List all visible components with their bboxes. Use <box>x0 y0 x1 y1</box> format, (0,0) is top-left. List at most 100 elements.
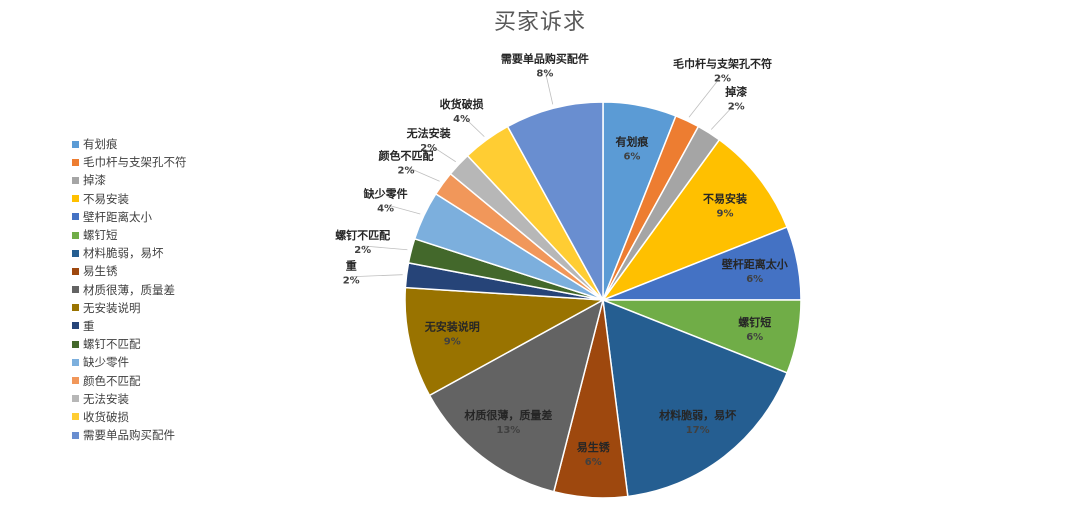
legend-label: 螺钉不匹配 <box>83 337 141 352</box>
slice-percent-label: 8% <box>536 69 553 80</box>
leader-line <box>688 74 723 118</box>
slice-percent-label: 17% <box>686 425 710 436</box>
legend-item: 重 <box>72 317 252 335</box>
legend-label: 无法安装 <box>83 391 129 406</box>
legend-item: 缺少零件 <box>72 353 252 371</box>
slice-label: 需要单品购买配件 <box>501 52 589 66</box>
legend-item: 材质很薄，质量差 <box>72 281 252 299</box>
slice-label: 无安装说明 <box>424 320 480 334</box>
legend-item: 无安装说明 <box>72 299 252 317</box>
legend-item: 需要单品购买配件 <box>72 426 252 444</box>
slice-label: 材料脆弱，易坏 <box>659 408 736 422</box>
slice-label: 易生锈 <box>577 440 611 454</box>
legend-item: 掉漆 <box>72 171 252 189</box>
slice-label: 缺少零件 <box>363 187 408 201</box>
slices-layer <box>404 101 802 499</box>
legend-item: 无法安装 <box>72 390 252 408</box>
chart-legend: 有划痕毛巾杆与支架孔不符 掉漆不易安装壁杆距离太小 螺钉短材料脆弱，易坏 易生锈材质很… <box>72 135 252 444</box>
legend-label: 不易安装 <box>83 191 129 206</box>
legend-label: 缺少零件 <box>83 355 129 370</box>
slice-percent-label: 4% <box>453 114 470 125</box>
leader-line <box>351 274 403 278</box>
slice-percent-label: 2% <box>343 276 360 287</box>
slice-label: 螺钉不匹配 <box>335 228 390 242</box>
leader-line <box>544 69 554 105</box>
legend-item: 毛巾杆与支架孔不符 <box>72 153 252 171</box>
leader-line <box>710 102 737 130</box>
legend-swatch <box>72 322 79 330</box>
slice-percent-label: 6% <box>585 457 602 468</box>
legend-swatch <box>72 413 79 421</box>
legend-swatch <box>72 395 79 403</box>
slice-percent-label: 2% <box>397 166 414 177</box>
legend-swatch <box>72 249 79 257</box>
slice-label: 重 <box>346 259 357 273</box>
legend-swatch <box>72 304 79 312</box>
slice-percent-label: 9% <box>717 208 734 219</box>
pie-slice <box>602 298 789 498</box>
leader-line <box>405 166 440 182</box>
legend-item: 不易安装 <box>72 190 252 208</box>
legend-label: 重 <box>83 318 95 333</box>
chart-title: 买家诉求 <box>493 10 586 35</box>
legend-item: 收货破损 <box>72 408 252 426</box>
slice-label: 材质很薄，质量差 <box>464 408 552 422</box>
legend-swatch <box>72 140 79 148</box>
legend-swatch <box>72 267 79 275</box>
slice-label: 掉漆 <box>725 85 747 99</box>
slice-label: 有划痕 <box>615 134 649 148</box>
legend-item: 易生锈 <box>72 262 252 280</box>
pie-slice <box>506 101 604 301</box>
legend-label: 有划痕 <box>83 137 118 152</box>
legend-item: 颜色不匹配 <box>72 371 252 389</box>
slice-label: 毛巾杆与支架孔不符 <box>673 57 772 71</box>
legend-swatch <box>72 358 79 366</box>
slice-percent-label: 13% <box>496 425 520 436</box>
slice-percent-label: 2% <box>420 143 437 154</box>
legend-label: 掉漆 <box>83 173 106 188</box>
legend-swatch <box>72 176 79 184</box>
slice-percent-label: 2% <box>354 245 371 256</box>
slice-label: 颜色不匹配 <box>378 149 433 163</box>
slice-percent-label: 2% <box>714 74 731 85</box>
leader-line <box>362 245 408 251</box>
legend-swatch <box>72 377 79 385</box>
legend-label: 螺钉短 <box>83 228 118 243</box>
leader-line <box>428 143 456 163</box>
legend-swatch <box>72 158 79 166</box>
leader-line <box>385 204 421 215</box>
slice-percent-label: 6% <box>746 274 763 285</box>
slice-label: 不易安装 <box>703 191 747 205</box>
legend-label: 材料脆弱，易坏 <box>83 246 164 261</box>
legend-label: 收货破损 <box>83 409 129 424</box>
legend-label: 壁杆距离太小 <box>83 209 152 224</box>
slice-label: 壁杆距离太小 <box>722 257 788 271</box>
legend-item: 壁杆距离太小 <box>72 208 252 226</box>
legend-swatch <box>72 340 79 348</box>
legend-label: 材质很薄，质量差 <box>83 282 175 297</box>
legend-swatch <box>72 431 79 439</box>
pie-slice <box>600 138 789 302</box>
slice-label: 无法安装 <box>406 126 451 140</box>
legend-label: 易生锈 <box>83 264 118 279</box>
slice-percent-label: 6% <box>623 151 640 162</box>
legend-item: 材料脆弱，易坏 <box>72 244 252 262</box>
legend-label: 需要单品购买配件 <box>83 428 175 443</box>
legend-swatch <box>72 195 79 203</box>
legend-label: 无安装说明 <box>83 300 141 315</box>
pie-slice <box>404 286 606 397</box>
slice-percent-label: 2% <box>728 102 745 113</box>
slice-label: 收货破损 <box>440 97 484 111</box>
labels-layer: 有划痕6%毛巾杆与支架孔不符2%掉漆2%不易安装9%壁杆距离太小6%螺钉短6%材… <box>335 52 788 468</box>
legend-item: 有划痕 <box>72 135 252 153</box>
slice-percent-label: 9% <box>444 337 461 348</box>
slice-label: 螺钉短 <box>738 315 771 329</box>
legend-label: 颜色不匹配 <box>83 373 141 388</box>
leader-line <box>461 114 485 137</box>
legend-label: 毛巾杆与支架孔不符 <box>83 155 187 170</box>
pie-slice <box>428 298 605 493</box>
legend-swatch <box>72 213 79 221</box>
slice-percent-label: 6% <box>746 332 763 343</box>
